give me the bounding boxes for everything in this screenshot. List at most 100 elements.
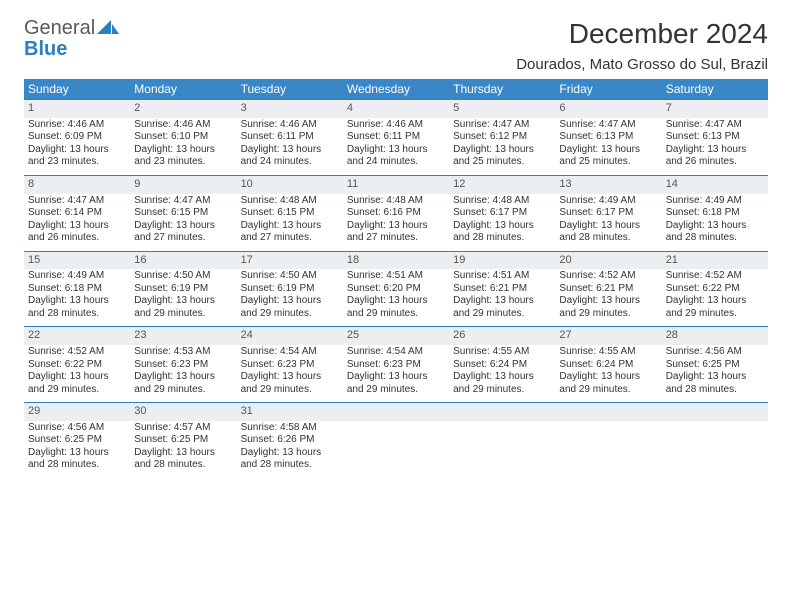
day-info-cell: Sunrise: 4:51 AMSunset: 6:21 PMDaylight:… bbox=[449, 269, 555, 327]
sunset-text: Sunset: 6:26 PM bbox=[241, 434, 339, 447]
sunrise-text: Sunrise: 4:47 AM bbox=[559, 119, 657, 132]
location-text: Dourados, Mato Grosso do Sul, Brazil bbox=[516, 56, 768, 73]
day-number: 30 bbox=[134, 405, 146, 417]
sunset-text: Sunset: 6:12 PM bbox=[453, 131, 551, 144]
daylight-text: Daylight: 13 hours and 28 minutes. bbox=[134, 447, 232, 472]
day-info-cell: Sunrise: 4:47 AMSunset: 6:15 PMDaylight:… bbox=[130, 194, 236, 252]
day-info-cell: Sunrise: 4:57 AMSunset: 6:25 PMDaylight:… bbox=[130, 421, 236, 478]
sunset-text: Sunset: 6:19 PM bbox=[241, 283, 339, 296]
sunset-text: Sunset: 6:11 PM bbox=[241, 131, 339, 144]
daylight-text: Daylight: 13 hours and 26 minutes. bbox=[28, 220, 126, 245]
day-info-cell: Sunrise: 4:47 AMSunset: 6:13 PMDaylight:… bbox=[555, 118, 661, 176]
day-number: 16 bbox=[134, 254, 146, 266]
day-info-cell: Sunrise: 4:49 AMSunset: 6:18 PMDaylight:… bbox=[662, 194, 768, 252]
daylight-text: Daylight: 13 hours and 29 minutes. bbox=[241, 371, 339, 396]
day-number-cell: 10 bbox=[237, 175, 343, 193]
day-number: 25 bbox=[347, 329, 359, 341]
daylight-text: Daylight: 13 hours and 27 minutes. bbox=[347, 220, 445, 245]
day-number: 13 bbox=[559, 178, 571, 190]
daylight-text: Daylight: 13 hours and 29 minutes. bbox=[453, 295, 551, 320]
week-daynum-row: 891011121314 bbox=[24, 175, 768, 193]
day-number-cell: 4 bbox=[343, 100, 449, 118]
sunset-text: Sunset: 6:14 PM bbox=[28, 207, 126, 220]
sunrise-text: Sunrise: 4:50 AM bbox=[134, 270, 232, 283]
day-info-cell bbox=[343, 421, 449, 478]
day-info-cell: Sunrise: 4:47 AMSunset: 6:12 PMDaylight:… bbox=[449, 118, 555, 176]
sunrise-text: Sunrise: 4:51 AM bbox=[347, 270, 445, 283]
weekday-header: Monday bbox=[130, 79, 236, 100]
day-number-cell: 14 bbox=[662, 175, 768, 193]
day-info-cell: Sunrise: 4:52 AMSunset: 6:22 PMDaylight:… bbox=[24, 345, 130, 403]
day-number-cell: 18 bbox=[343, 251, 449, 269]
day-number: 20 bbox=[559, 254, 571, 266]
week-daynum-row: 1234567 bbox=[24, 100, 768, 118]
sunrise-text: Sunrise: 4:48 AM bbox=[241, 195, 339, 208]
day-info-cell: Sunrise: 4:50 AMSunset: 6:19 PMDaylight:… bbox=[130, 269, 236, 327]
week-daynum-row: 15161718192021 bbox=[24, 251, 768, 269]
day-info-cell bbox=[449, 421, 555, 478]
day-number-cell: 13 bbox=[555, 175, 661, 193]
daylight-text: Daylight: 13 hours and 25 minutes. bbox=[559, 144, 657, 169]
day-info-cell bbox=[662, 421, 768, 478]
daylight-text: Daylight: 13 hours and 24 minutes. bbox=[241, 144, 339, 169]
day-number: 23 bbox=[134, 329, 146, 341]
day-number-cell: 2 bbox=[130, 100, 236, 118]
sunrise-text: Sunrise: 4:49 AM bbox=[559, 195, 657, 208]
daylight-text: Daylight: 13 hours and 28 minutes. bbox=[28, 295, 126, 320]
day-number: 2 bbox=[134, 102, 140, 114]
daylight-text: Daylight: 13 hours and 29 minutes. bbox=[347, 371, 445, 396]
sunset-text: Sunset: 6:15 PM bbox=[241, 207, 339, 220]
daylight-text: Daylight: 13 hours and 28 minutes. bbox=[666, 220, 764, 245]
sunrise-text: Sunrise: 4:46 AM bbox=[347, 119, 445, 132]
day-number-cell: 12 bbox=[449, 175, 555, 193]
sunset-text: Sunset: 6:11 PM bbox=[347, 131, 445, 144]
sunset-text: Sunset: 6:25 PM bbox=[134, 434, 232, 447]
day-number: 19 bbox=[453, 254, 465, 266]
sunrise-text: Sunrise: 4:50 AM bbox=[241, 270, 339, 283]
sunrise-text: Sunrise: 4:54 AM bbox=[347, 346, 445, 359]
weekday-header: Thursday bbox=[449, 79, 555, 100]
week-info-row: Sunrise: 4:49 AMSunset: 6:18 PMDaylight:… bbox=[24, 269, 768, 327]
day-number-cell: 29 bbox=[24, 403, 130, 421]
week-daynum-row: 293031 bbox=[24, 403, 768, 421]
day-number-cell: 22 bbox=[24, 327, 130, 345]
daylight-text: Daylight: 13 hours and 29 minutes. bbox=[241, 295, 339, 320]
day-number-cell: 30 bbox=[130, 403, 236, 421]
day-number-cell: 20 bbox=[555, 251, 661, 269]
day-number: 4 bbox=[347, 102, 353, 114]
day-number: 7 bbox=[666, 102, 672, 114]
day-number: 10 bbox=[241, 178, 253, 190]
logo-sail-icon bbox=[97, 18, 119, 39]
week-info-row: Sunrise: 4:56 AMSunset: 6:25 PMDaylight:… bbox=[24, 421, 768, 478]
day-number-cell: 11 bbox=[343, 175, 449, 193]
day-number-cell: 21 bbox=[662, 251, 768, 269]
weekday-header: Sunday bbox=[24, 79, 130, 100]
sunrise-text: Sunrise: 4:57 AM bbox=[134, 422, 232, 435]
sunrise-text: Sunrise: 4:51 AM bbox=[453, 270, 551, 283]
day-number: 27 bbox=[559, 329, 571, 341]
sunrise-text: Sunrise: 4:48 AM bbox=[347, 195, 445, 208]
day-number-cell bbox=[555, 403, 661, 421]
sunset-text: Sunset: 6:23 PM bbox=[241, 359, 339, 372]
day-number-cell: 1 bbox=[24, 100, 130, 118]
day-info-cell: Sunrise: 4:52 AMSunset: 6:21 PMDaylight:… bbox=[555, 269, 661, 327]
day-number-cell: 6 bbox=[555, 100, 661, 118]
sunset-text: Sunset: 6:15 PM bbox=[134, 207, 232, 220]
daylight-text: Daylight: 13 hours and 27 minutes. bbox=[134, 220, 232, 245]
day-info-cell bbox=[555, 421, 661, 478]
day-number: 24 bbox=[241, 329, 253, 341]
week-info-row: Sunrise: 4:52 AMSunset: 6:22 PMDaylight:… bbox=[24, 345, 768, 403]
sunset-text: Sunset: 6:17 PM bbox=[453, 207, 551, 220]
day-number-cell: 23 bbox=[130, 327, 236, 345]
weekday-header: Friday bbox=[555, 79, 661, 100]
day-number: 21 bbox=[666, 254, 678, 266]
sunset-text: Sunset: 6:09 PM bbox=[28, 131, 126, 144]
week-info-row: Sunrise: 4:46 AM Sunset: 6:09 PM Daylight:… bbox=[24, 118, 768, 176]
sunrise-text: Sunrise: 4:55 AM bbox=[453, 346, 551, 359]
day-number: 29 bbox=[28, 405, 40, 417]
sunrise-text: Sunrise: 4:49 AM bbox=[666, 195, 764, 208]
day-number-cell: 16 bbox=[130, 251, 236, 269]
sunset-text: Sunset: 6:22 PM bbox=[28, 359, 126, 372]
day-info-cell: Sunrise: 4:54 AMSunset: 6:23 PMDaylight:… bbox=[343, 345, 449, 403]
day-info-cell: Sunrise: 4:48 AMSunset: 6:17 PMDaylight:… bbox=[449, 194, 555, 252]
